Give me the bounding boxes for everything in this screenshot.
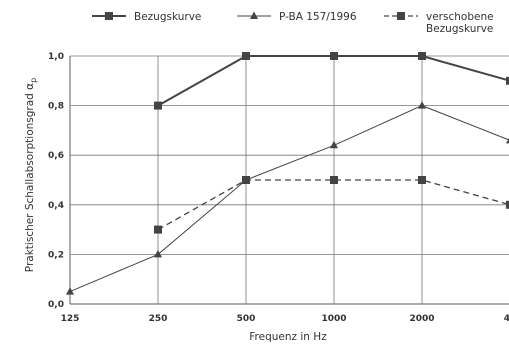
legend-marker [105, 12, 113, 20]
legend-item-0: Bezugskurve [92, 11, 201, 23]
data-point [330, 52, 338, 60]
y-tick-label: 0,6 [48, 151, 64, 161]
data-point [506, 200, 509, 209]
y-tick-label: 0,2 [48, 250, 64, 260]
y-tick-label: 0,0 [48, 300, 64, 310]
data-point [418, 101, 426, 109]
y-tick-label: 0,4 [48, 201, 64, 211]
data-point [418, 176, 426, 184]
legend-marker [250, 11, 258, 19]
series-1 [66, 101, 509, 295]
x-tick-label: 2000 [409, 314, 434, 324]
series-layer [66, 52, 509, 295]
x-tick-label: 500 [237, 314, 256, 324]
legend-label: verschobene [426, 11, 494, 23]
legend-item-1: P-BA 157/1996 [237, 11, 357, 23]
data-point [154, 249, 162, 258]
y-axis-label: Praktischer Schallabsorptionsgrad αp [24, 78, 38, 272]
tick-labels: 0,0 0,2 0,4 0,6 0,8 1,0 125 250 500 1000 2000 40 [48, 52, 509, 324]
y-tick-label: 0,8 [48, 102, 64, 112]
x-axis-label: Frequenz in Hz [249, 331, 327, 343]
x-tick-label: 40 [504, 314, 509, 324]
series-0 [154, 52, 509, 110]
y-tick-label: 1,0 [48, 52, 64, 62]
series-line [69, 105, 509, 293]
data-point [418, 52, 426, 60]
legend: Bezugskurve P-BA 157/1996 verschobeneBezug… [92, 11, 494, 35]
data-point [330, 176, 338, 184]
data-point [506, 76, 509, 85]
y-axis-label-main: Praktischer Schallabsorptionsgrad α [24, 83, 36, 272]
data-point [330, 140, 338, 149]
data-point [242, 176, 250, 184]
data-point [154, 225, 162, 234]
legend-label: P-BA 157/1996 [279, 11, 357, 23]
data-point [154, 101, 162, 110]
series-2 [154, 176, 509, 234]
series-line [157, 55, 509, 107]
x-tick-label: 250 [149, 314, 168, 324]
y-axis-label-sub: p [29, 78, 38, 83]
x-tick-label: 1000 [321, 314, 346, 324]
legend-marker [397, 12, 405, 20]
x-tick-label: 125 [61, 314, 80, 324]
legend-label: Bezugskurve [134, 11, 201, 23]
legend-label: Bezugskurve [426, 23, 493, 35]
data-point [66, 287, 74, 295]
data-point [506, 137, 509, 144]
data-point [242, 52, 250, 60]
